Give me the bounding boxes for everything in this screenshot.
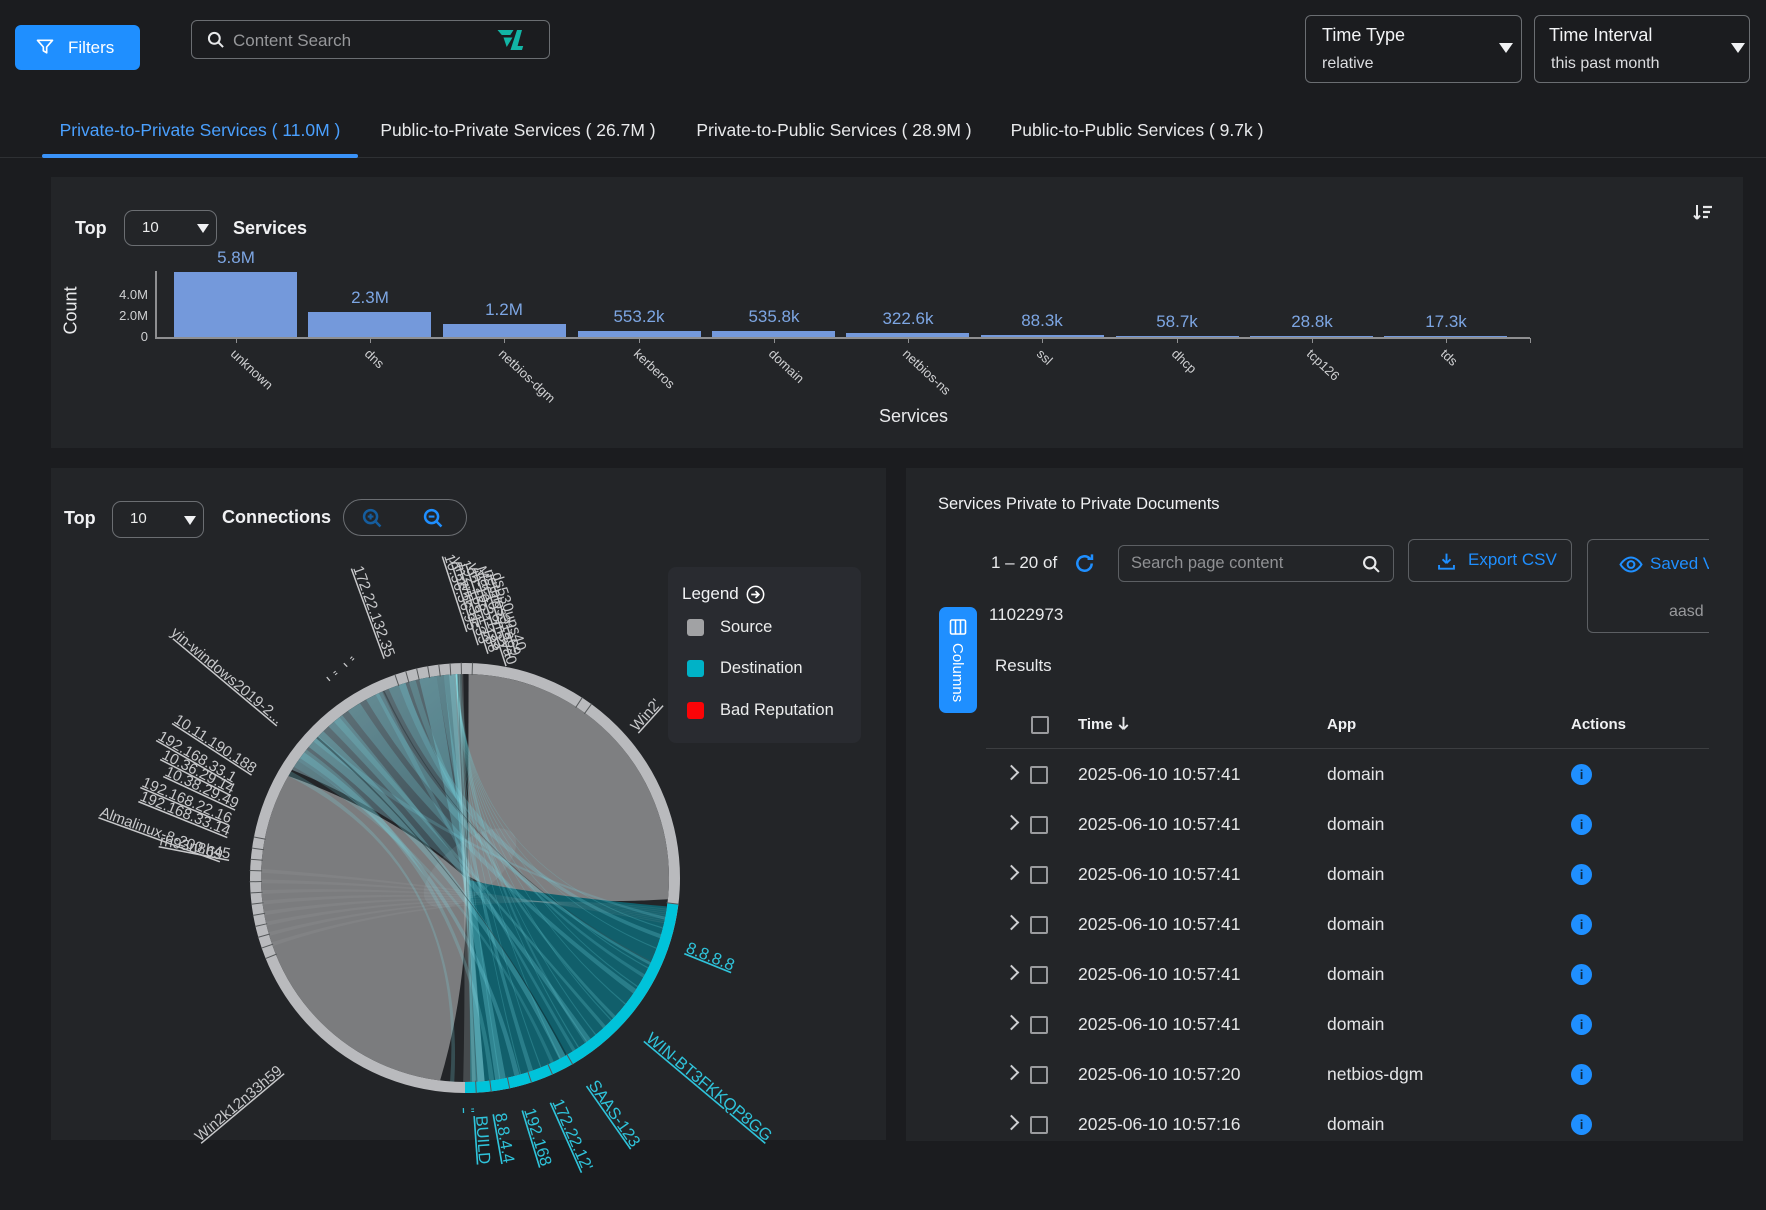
svg-text:Win2k12n33h59: Win2k12n33h59 bbox=[192, 1062, 286, 1145]
svg-text:172.22.132.35: 172.22.132.35 bbox=[349, 564, 398, 660]
svg-text:SAAS-123: SAAS-123 bbox=[585, 1077, 644, 1150]
svg-text:8.8.4.4: 8.8.4.4 bbox=[491, 1112, 517, 1165]
svg-text:8.8.8.8: 8.8.8.8 bbox=[684, 939, 738, 975]
svg-text:'': '' bbox=[462, 1108, 477, 1113]
svg-text:WIN-BT3FKKQP8GG: WIN-BT3FKKQP8GG bbox=[642, 1029, 775, 1145]
svg-text:Win2': Win2' bbox=[627, 696, 665, 735]
svg-text:192.168: 192.168 bbox=[520, 1106, 555, 1168]
svg-text:yin-windows2019-2...: yin-windows2019-2... bbox=[167, 624, 286, 728]
svg-text:'': '' bbox=[326, 668, 341, 681]
svg-text:'': '' bbox=[343, 654, 357, 668]
svg-text:BUILD: BUILD bbox=[472, 1115, 493, 1165]
